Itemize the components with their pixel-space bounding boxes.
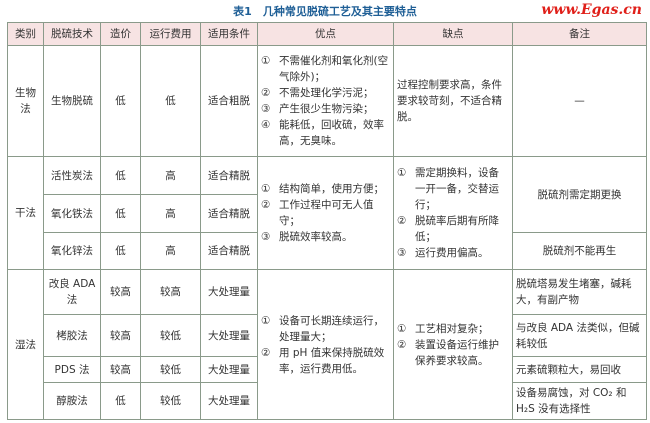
tech-cell: 氧化锌法	[43, 232, 101, 270]
cost-cell: 较高	[100, 356, 141, 383]
item-text: 用 pH 值来保持脱硫效率，运行费用低。	[279, 346, 385, 375]
tech-cell: PDS 法	[43, 356, 101, 383]
item-text: 脱硫效率较高。	[279, 231, 353, 243]
item-number: ①	[261, 55, 271, 67]
header-cell: 造价	[100, 22, 141, 46]
cost-cell: 较高	[100, 314, 141, 357]
condition-cell: 大处理量	[200, 382, 258, 420]
run-cost-cell: 较低	[140, 382, 201, 420]
cost-cell: 低	[100, 156, 141, 195]
cons-cell: 过程控制要求高，条件要求较苛刻，不适合精脱。	[393, 45, 513, 157]
item-number: ②	[261, 346, 271, 359]
header-cell: 脱硫技术	[43, 22, 101, 46]
item-text: 产生很少生物污染；	[279, 103, 374, 115]
run-cost-cell: 高	[140, 156, 201, 195]
note-cell: 与改良 ADA 法类似，但碱耗较低	[512, 314, 647, 357]
table-row: 湿法 改良 ADA 法 较高 较高 大处理量 ① 设备可长期连续运行，处理量大； …	[7, 269, 647, 420]
condition-cell: 大处理量	[200, 356, 258, 383]
note-cell: 脱硫剂不能再生	[512, 232, 647, 270]
item-text: 工艺相对复杂；	[415, 322, 489, 335]
cost-cell: 较高	[100, 269, 141, 315]
item-text: 设备可长期连续运行，处理量大；	[279, 314, 384, 343]
category-cell: 干法	[7, 156, 44, 270]
table-row: 氧化锌法 低 高 适合精脱 脱硫剂不能再生	[8, 232, 647, 270]
note-cell: 脱硫剂需定期更换	[512, 156, 647, 233]
tech-cell: 栲胶法	[43, 314, 101, 357]
note-cell: 设备易腐蚀，对 CO₂ 和 H₂S 没有选择性	[512, 382, 647, 420]
item-text: 结构简单，使用方便；	[279, 183, 384, 195]
item-number: ③	[397, 247, 407, 259]
header-cell: 适用条件	[200, 22, 258, 46]
condition-cell: 大处理量	[200, 314, 258, 357]
item-number: ④	[261, 119, 271, 131]
table-row: 氧化铁法 低 高 适合精脱	[8, 194, 647, 233]
cost-cell: 低	[100, 45, 141, 157]
note-cell: 脱硫塔易发生堵塞，碱耗大，有副产物	[512, 269, 647, 315]
tech-cell: 氧化铁法	[43, 194, 101, 233]
run-cost-cell: 较高	[140, 269, 201, 315]
condition-cell: 适合精脱	[200, 194, 258, 233]
category-cell: 生物法	[7, 45, 44, 157]
table-row: 生物法 生物脱硫 低 低 适合粗脱 ① 不需催化剂和氧化剂(空气除外)； ② 不需处…	[7, 45, 647, 157]
item-text: 能耗低，回收硫，效率高，无臭味。	[279, 119, 384, 147]
item-number: ①	[261, 314, 271, 327]
cost-cell: 低	[100, 382, 141, 420]
table-row: 栲胶法 较高 较低 大处理量 与改良 ADA 法类似，但碱耗较低	[8, 314, 647, 357]
run-cost-cell: 低	[140, 45, 201, 157]
item-text: 运行费用偏高。	[415, 247, 489, 259]
category-cell: 湿法	[7, 269, 44, 420]
pros-cell: ① 结构简单，使用方便； ② 工作过程中可无人值守； ③ 脱硫效率较高。	[257, 156, 394, 270]
header-row: 类别 脱硫技术 造价 运行费用 适用条件 优点 缺点 备注	[7, 22, 647, 46]
item-text: 需定期换料，设备一开一备，交替运行；	[415, 167, 499, 211]
item-number: ①	[397, 167, 407, 179]
header-cell: 优点	[257, 22, 394, 46]
header-cell: 运行费用	[140, 22, 201, 46]
item-number: ①	[397, 322, 407, 335]
note-cell: —	[512, 45, 647, 157]
condition-cell: 大处理量	[200, 269, 258, 315]
item-text: 工作过程中可无人值守；	[279, 199, 374, 227]
item-number: ③	[261, 103, 271, 115]
condition-cell: 适合精脱	[200, 156, 258, 195]
table-row: 醇胺法 低 较低 大处理量 设备易腐蚀，对 CO₂ 和 H₂S 没有选择性	[8, 382, 647, 420]
tech-cell: 醇胺法	[43, 382, 101, 420]
item-number: ②	[261, 199, 271, 211]
cost-cell: 低	[100, 232, 141, 270]
cons-cell: ① 需定期换料，设备一开一备，交替运行； ② 脱硫率后期有所降低； ③ 运行费用偏高。	[393, 156, 513, 270]
item-number: ②	[397, 338, 407, 351]
run-cost-cell: 较低	[140, 356, 201, 383]
item-text: 脱硫率后期有所降低；	[415, 215, 499, 243]
table-row: 干法 活性炭法 低 高 适合精脱 ① 结构简单，使用方便； ② 工作过程中可无人值守…	[7, 156, 647, 270]
item-text: 不需催化剂和氧化剂(空气除外)；	[279, 55, 389, 83]
tech-cell: 生物脱硫	[43, 45, 101, 157]
desulfurization-table: 类别 脱硫技术 造价 运行费用 适用条件 优点 缺点 备注 生物法 生物脱硫 低…	[7, 22, 647, 420]
item-number: ①	[261, 183, 271, 195]
condition-cell: 适合精脱	[200, 232, 258, 270]
condition-cell: 适合粗脱	[200, 45, 258, 157]
tech-cell: 活性炭法	[43, 156, 101, 195]
run-cost-cell: 较低	[140, 314, 201, 357]
run-cost-cell: 高	[140, 232, 201, 270]
item-text: 不需处理化学污泥；	[279, 87, 374, 99]
pros-cell: ① 设备可长期连续运行，处理量大； ② 用 pH 值来保持脱硫效率，运行费用低。	[257, 269, 394, 420]
run-cost-cell: 高	[140, 194, 201, 233]
table-caption: 表1 几种常见脱硫工艺及其主要特点	[233, 5, 417, 18]
item-number: ②	[261, 87, 271, 99]
header-cell: 备注	[512, 22, 647, 46]
watermark: www.Egas.cn	[541, 2, 642, 18]
item-number: ②	[397, 215, 407, 227]
item-text: 装置设备运行维护保养要求较高。	[415, 338, 499, 367]
item-number: ③	[261, 231, 271, 243]
header-cell: 缺点	[393, 22, 513, 46]
header-cell: 类别	[7, 22, 44, 46]
cons-cell: ① 工艺相对复杂； ② 装置设备运行维护保养要求较高。	[393, 269, 513, 420]
cost-cell: 低	[100, 194, 141, 233]
pros-cell: ① 不需催化剂和氧化剂(空气除外)； ② 不需处理化学污泥； ③ 产生很少生物污染； …	[257, 45, 394, 157]
tech-cell: 改良 ADA 法	[43, 269, 101, 315]
note-cell: 元素硫颗粒大，易回收	[512, 356, 647, 383]
